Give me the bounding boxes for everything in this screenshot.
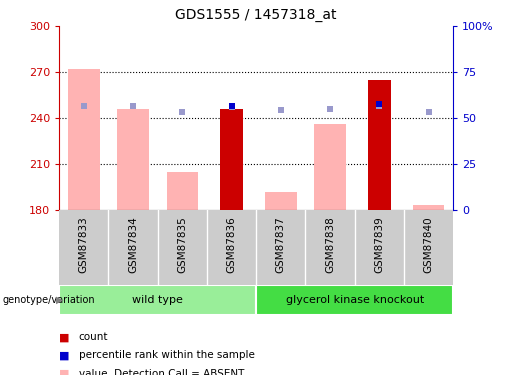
Text: percentile rank within the sample: percentile rank within the sample [79, 351, 255, 360]
Bar [413, 206, 444, 210]
Text: GSM87840: GSM87840 [423, 216, 434, 273]
Text: GSM87839: GSM87839 [374, 216, 384, 273]
Text: value, Detection Call = ABSENT: value, Detection Call = ABSENT [79, 369, 244, 375]
Text: GSM87836: GSM87836 [227, 216, 236, 273]
Text: genotype/variation: genotype/variation [3, 295, 95, 305]
Text: ■: ■ [59, 351, 70, 360]
Text: GSM87835: GSM87835 [177, 216, 187, 273]
Text: count: count [79, 333, 108, 342]
Bar [265, 192, 297, 210]
Bar [166, 172, 198, 210]
Title: GDS1555 / 1457318_at: GDS1555 / 1457318_at [176, 9, 337, 22]
Bar [314, 124, 346, 210]
Text: GSM87837: GSM87837 [276, 216, 286, 273]
Bar [68, 69, 99, 210]
Text: wild type: wild type [132, 295, 183, 305]
Text: ■: ■ [59, 333, 70, 342]
Bar [220, 109, 244, 210]
Text: ▶: ▶ [56, 295, 63, 305]
Text: GSM87834: GSM87834 [128, 216, 138, 273]
Text: ■: ■ [59, 369, 70, 375]
Bar [256, 285, 453, 315]
Bar [368, 80, 391, 210]
Text: GSM87838: GSM87838 [325, 216, 335, 273]
Text: GSM87833: GSM87833 [79, 216, 89, 273]
Text: glycerol kinase knockout: glycerol kinase knockout [286, 295, 424, 305]
Bar [117, 109, 149, 210]
Bar [59, 285, 256, 315]
